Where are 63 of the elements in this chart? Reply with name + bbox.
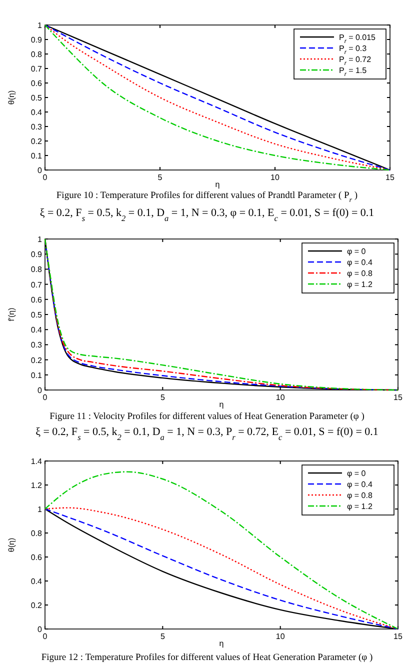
x-tick-label: 15	[394, 632, 403, 641]
y-tick-label: 0.3	[30, 340, 43, 350]
y-tick-label: 1.4	[30, 457, 43, 466]
y-tick-label: 1.2	[30, 481, 43, 490]
x-tick-label: 15	[386, 173, 395, 182]
y-tick-label: 0.6	[30, 295, 43, 304]
y-axis-title: θ(η)	[7, 90, 16, 105]
y-tick-label: 0.2	[30, 356, 43, 365]
x-axis-title: η	[219, 639, 224, 648]
x-tick-label: 15	[394, 393, 403, 402]
y-tick-label: 0.4	[30, 326, 43, 335]
y-tick-label: 0.1	[30, 152, 43, 160]
y-tick-label: 0.6	[30, 79, 43, 88]
x-axis-title: η	[219, 400, 224, 409]
y-tick-label: 0	[38, 386, 43, 395]
text: ξ = 0.2, F$_{s}$ = 0.5, k$_{2}$ = 0.1, D$_{a}$ = 1, N = 0.3, φ = 0.1, E$_{c}$ = 0.01, S = f(0) = 0.1	[40, 207, 374, 222]
y-tick-label: 1	[38, 21, 43, 30]
y-axis-title: f'(η)	[7, 307, 16, 322]
caption: Figure 10 : Temperature Profiles for different values of Prandtl Parameter ( P$_{r}$ )	[56, 191, 358, 204]
y-tick-label: 0.3	[30, 122, 43, 132]
legend-label: φ = 0.8	[347, 491, 373, 500]
x-tick-label: 10	[276, 393, 286, 402]
y-tick-label: 0.5	[30, 94, 43, 102]
y-tick-label: 0.7	[30, 280, 43, 290]
caption: Figure 12 : Temperature Profiles for different values of Heat Generation Parameter (φ )	[41, 653, 373, 663]
caption: Figure 11 : Velocity Profiles for different values of Heat Generation Parameter (φ )	[50, 412, 364, 422]
y-tick-label: 0.9	[30, 36, 43, 44]
legend-label: φ = 0	[347, 469, 366, 478]
x-tick-label: 5	[160, 393, 166, 402]
y-tick-label: 1	[38, 505, 43, 514]
x-axis-title: η	[215, 180, 220, 189]
line-series	[44, 471, 399, 630]
y-tick-label: 0.7	[30, 64, 43, 74]
y-tick-label: 0.4	[30, 577, 43, 586]
legend-label: φ = 0.4	[347, 258, 373, 267]
y-tick-label: 0.1	[30, 370, 43, 380]
x-tick-label: 10	[276, 632, 286, 641]
legend-label: P$_{r}$ = 0.72	[339, 55, 372, 67]
y-tick-label: 0.8	[30, 529, 43, 538]
x-tick-label: 5	[160, 632, 166, 641]
y-tick-label: 0.4	[30, 108, 43, 117]
x-tick-label: 10	[270, 173, 280, 182]
y-tick-label: 0.5	[30, 310, 43, 320]
y-tick-label: 0.8	[30, 50, 43, 59]
text: ξ = 0.2, F$_{s}$ = 0.5, k$_{2}$ = 0.1, D$_{a}$ = 1, N = 0.3, P$_{r}$ = 0.72, E$_{c}$ = 0.01, S = f(0) = 0.1	[36, 426, 378, 442]
legend-label: P$_{r}$ = 0.015	[339, 33, 376, 45]
x-tick-label: 5	[158, 173, 163, 182]
legend-label: φ = 0.4	[347, 480, 373, 489]
y-tick-label: 0	[38, 625, 43, 634]
legend-label: φ = 1.2	[347, 502, 373, 511]
legend-label: P$_{r}$ = 1.5	[339, 66, 368, 78]
y-tick-label: 0	[38, 166, 43, 175]
y-axis-title: θ(η)	[7, 538, 16, 552]
y-tick-label: 0.2	[30, 601, 43, 610]
legend-label: φ = 0.8	[347, 269, 373, 278]
legend-label: P$_{r}$ = 0.3	[339, 44, 368, 56]
y-tick-label: 1	[38, 235, 43, 244]
legend-label: φ = 1.2	[347, 280, 373, 289]
legend-label: φ = 0	[347, 247, 366, 256]
y-tick-label: 0.6	[30, 553, 43, 562]
y-tick-label: 0.2	[30, 137, 43, 146]
y-tick-label: 0.8	[30, 265, 43, 274]
y-tick-label: 0.9	[30, 250, 43, 260]
